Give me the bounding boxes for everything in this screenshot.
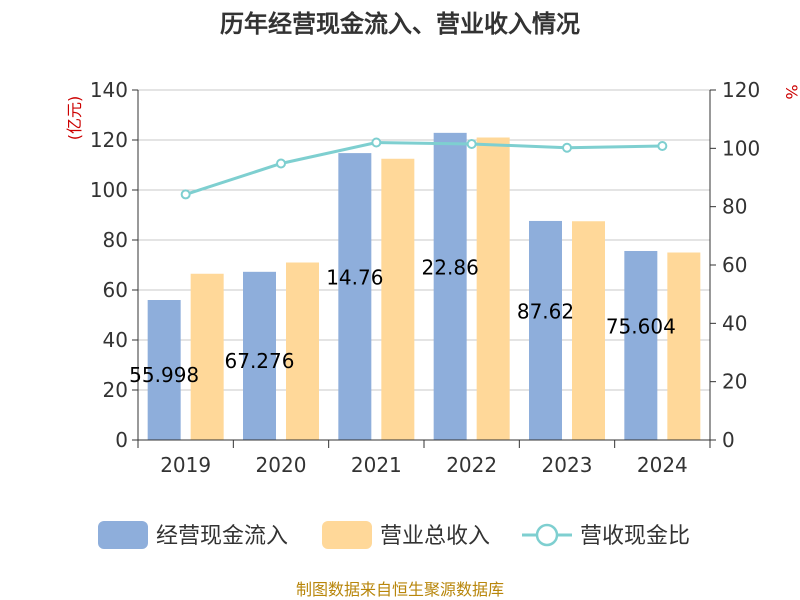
bars [147,132,701,440]
bar-revenue-2021 [381,158,415,440]
bar-cash-inflow-2020 [243,271,276,440]
bar-cash-inflow-2021 [338,153,372,440]
left-tick-label: 120 [90,128,128,152]
ratio-point-2020 [276,158,286,169]
right-tick-label: 40 [722,311,747,335]
right-tick-label: 0 [722,428,735,452]
data-label-2024: 75.604 [606,314,676,338]
left-axis-unit: (亿元) [65,96,84,141]
x-tick-label: 2021 [351,453,402,477]
ratio-point-2024 [657,141,668,151]
bar-revenue-2019 [190,273,224,440]
left-tick-label: 100 [90,178,128,202]
legend[interactable]: 经营现金流入 营业总收入 营收现金比 [98,521,690,549]
data-label-2022: 22.86 [422,255,479,279]
bar-cash-inflow-2019 [147,300,181,440]
right-tick-label: 100 [722,136,760,160]
legend-item-0[interactable]: 经营现金流入 [98,521,288,549]
x-tick-label: 2023 [542,453,593,477]
right-tick-label: 20 [722,370,747,394]
chart-title: 历年经营现金流入、营业收入情况 [220,10,580,38]
legend-label-0: 经营现金流入 [156,524,288,549]
ratio-point-2022 [466,138,477,149]
right-tick-label: 120 [722,78,760,102]
data-labels: 55.998 67.276 14.76 22.86 87.62 75.604 [129,255,676,387]
footer-source: 制图数据来自恒生聚源数据库 [296,580,504,599]
left-tick-label: 20 [103,378,128,402]
bar-cash-inflow-2023 [529,220,562,440]
right-tick-label: 80 [722,195,747,219]
legend-item-1[interactable]: 营业总收入 [322,521,490,549]
bar-revenue-2020 [286,262,319,440]
left-tick-label: 40 [103,328,128,352]
right-tick-label: 60 [722,253,747,277]
legend-marker-2 [535,523,559,547]
data-label-2023: 87.62 [517,299,574,323]
legend-swatch-1 [322,521,372,549]
legend-item-2[interactable]: 营收现金比 [522,523,690,549]
legend-label-1: 营业总收入 [380,524,490,549]
bar-cash-inflow-2024 [624,250,658,440]
bar-revenue-2022 [476,137,510,440]
x-tick-label: 2019 [160,453,211,477]
data-label-2020: 67.276 [225,349,295,373]
axes: 0 20 40 60 80 100 120 140 0 20 40 60 80 100 120 2019 202… [90,78,760,477]
data-label-2019: 55.998 [129,363,199,387]
bar-revenue-2023 [572,221,605,440]
data-label-2021: 14.76 [326,266,383,290]
left-tick-label: 80 [103,228,128,252]
right-axis-unit: % [782,84,800,99]
left-tick-label: 140 [90,78,128,102]
ratio-point-2021 [371,137,382,148]
left-tick-label: 60 [103,278,128,302]
grid [138,89,710,391]
x-tick-label: 2022 [446,453,497,477]
legend-label-2: 营收现金比 [580,524,690,549]
legend-swatch-0 [98,521,148,549]
bar-revenue-2024 [667,252,701,440]
ratio-point-2023 [562,142,572,153]
x-tick-label: 2024 [637,453,688,477]
x-tick-label: 2020 [256,453,307,477]
left-tick-label: 0 [115,428,128,452]
ratio-line [180,137,668,200]
ratio-point-2019 [180,189,191,200]
ratio-polyline [185,140,663,196]
bar-cash-inflow-2022 [433,132,467,440]
